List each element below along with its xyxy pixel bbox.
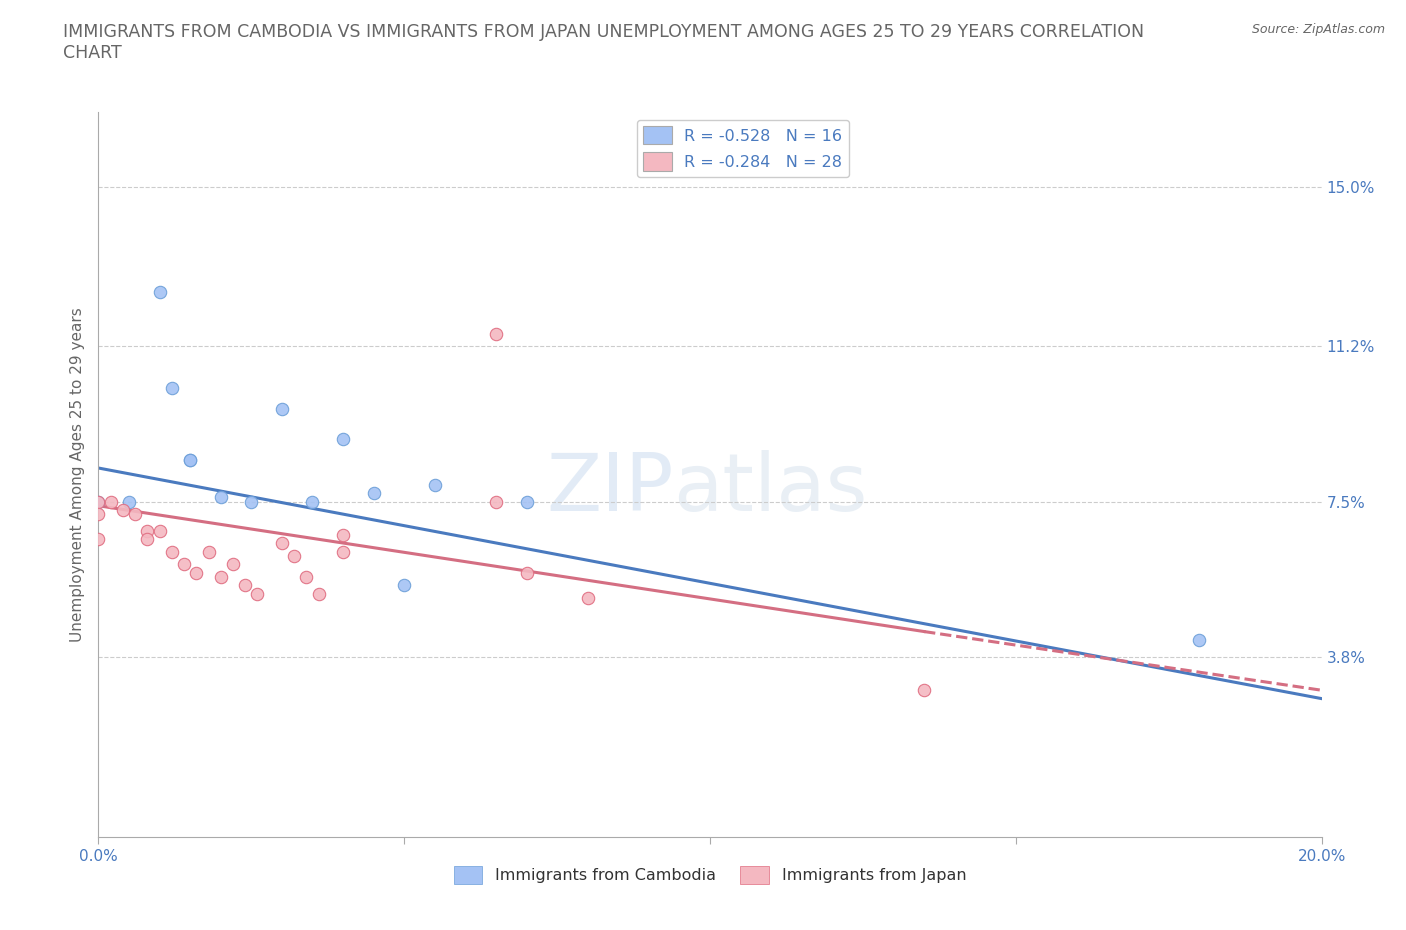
Point	[392, 578, 416, 592]
Point	[124, 507, 146, 522]
Point	[118, 494, 141, 509]
Point	[87, 494, 110, 509]
Point	[332, 544, 354, 559]
Point	[295, 569, 318, 584]
Point	[87, 507, 110, 522]
Point	[100, 494, 122, 509]
Point	[160, 544, 183, 559]
Point	[332, 432, 354, 446]
Point	[270, 536, 292, 551]
Point	[283, 549, 305, 564]
Point	[485, 326, 508, 341]
Point	[136, 524, 159, 538]
Point	[516, 565, 538, 580]
Point	[160, 381, 183, 396]
Text: atlas: atlas	[673, 450, 868, 528]
Point	[233, 578, 256, 592]
Point	[270, 402, 292, 417]
Point	[363, 485, 385, 500]
Text: IMMIGRANTS FROM CAMBODIA VS IMMIGRANTS FROM JAPAN UNEMPLOYMENT AMONG AGES 25 TO : IMMIGRANTS FROM CAMBODIA VS IMMIGRANTS F…	[63, 23, 1144, 62]
Legend: Immigrants from Cambodia, Immigrants from Japan: Immigrants from Cambodia, Immigrants fro…	[447, 859, 973, 891]
Text: Source: ZipAtlas.com: Source: ZipAtlas.com	[1251, 23, 1385, 36]
Point	[485, 494, 508, 509]
Y-axis label: Unemployment Among Ages 25 to 29 years: Unemployment Among Ages 25 to 29 years	[69, 307, 84, 642]
Point	[1188, 632, 1211, 647]
Point	[246, 586, 269, 601]
Text: ZIP: ZIP	[546, 450, 673, 528]
Point	[149, 524, 172, 538]
Point	[87, 532, 110, 547]
Point	[179, 452, 201, 467]
Point	[912, 683, 935, 698]
Point	[576, 591, 599, 605]
Point	[240, 494, 263, 509]
Point	[136, 532, 159, 547]
Point	[423, 477, 446, 492]
Point	[111, 502, 134, 517]
Point	[87, 494, 110, 509]
Point	[173, 557, 195, 572]
Point	[197, 544, 219, 559]
Point	[301, 494, 323, 509]
Point	[222, 557, 245, 572]
Point	[186, 565, 208, 580]
Point	[209, 569, 232, 584]
Point	[209, 490, 232, 505]
Point	[308, 586, 330, 601]
Point	[179, 452, 201, 467]
Point	[516, 494, 538, 509]
Point	[149, 285, 172, 299]
Point	[332, 527, 354, 542]
